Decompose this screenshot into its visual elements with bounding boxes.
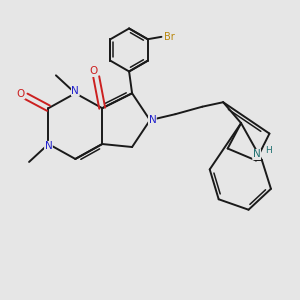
Text: N: N — [45, 141, 52, 152]
Text: H: H — [265, 146, 272, 154]
Text: O: O — [16, 89, 25, 99]
Text: N: N — [253, 149, 260, 160]
Text: N: N — [71, 86, 79, 96]
Text: Br: Br — [164, 32, 174, 42]
Text: N: N — [148, 115, 156, 125]
Text: O: O — [89, 67, 98, 76]
